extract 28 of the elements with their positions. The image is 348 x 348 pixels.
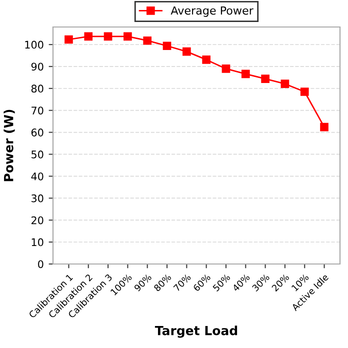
y-tick-label: 70 — [32, 106, 44, 114]
point — [320, 122, 328, 132]
x-axis-title: Target Load — [154, 326, 238, 338]
point — [182, 47, 191, 56]
point — [280, 80, 290, 88]
point — [64, 35, 73, 44]
y-tick-label: 90 — [31, 62, 44, 71]
y-tick-label: 100 — [25, 40, 44, 49]
point — [202, 56, 210, 64]
point — [241, 70, 250, 78]
point — [124, 32, 132, 41]
point — [84, 32, 93, 41]
point — [143, 36, 152, 45]
y-tick-label: 30 — [32, 194, 44, 202]
y-axis-title: Power (W) — [4, 110, 15, 182]
point — [300, 88, 309, 96]
y-tick-label: 80 — [31, 84, 44, 93]
point — [104, 32, 112, 41]
y-tick-label: 20 — [31, 216, 44, 224]
y-tick-label: 50 — [32, 150, 44, 158]
y-tick-label: 10 — [32, 238, 44, 246]
y-tick-label: 60 — [31, 128, 44, 136]
point — [261, 74, 270, 83]
point — [222, 64, 230, 73]
point — [162, 42, 172, 50]
legend-label: Average Power — [170, 6, 254, 17]
y-tick-label: 0 — [38, 260, 44, 268]
y-tick-label: 40 — [31, 172, 44, 180]
